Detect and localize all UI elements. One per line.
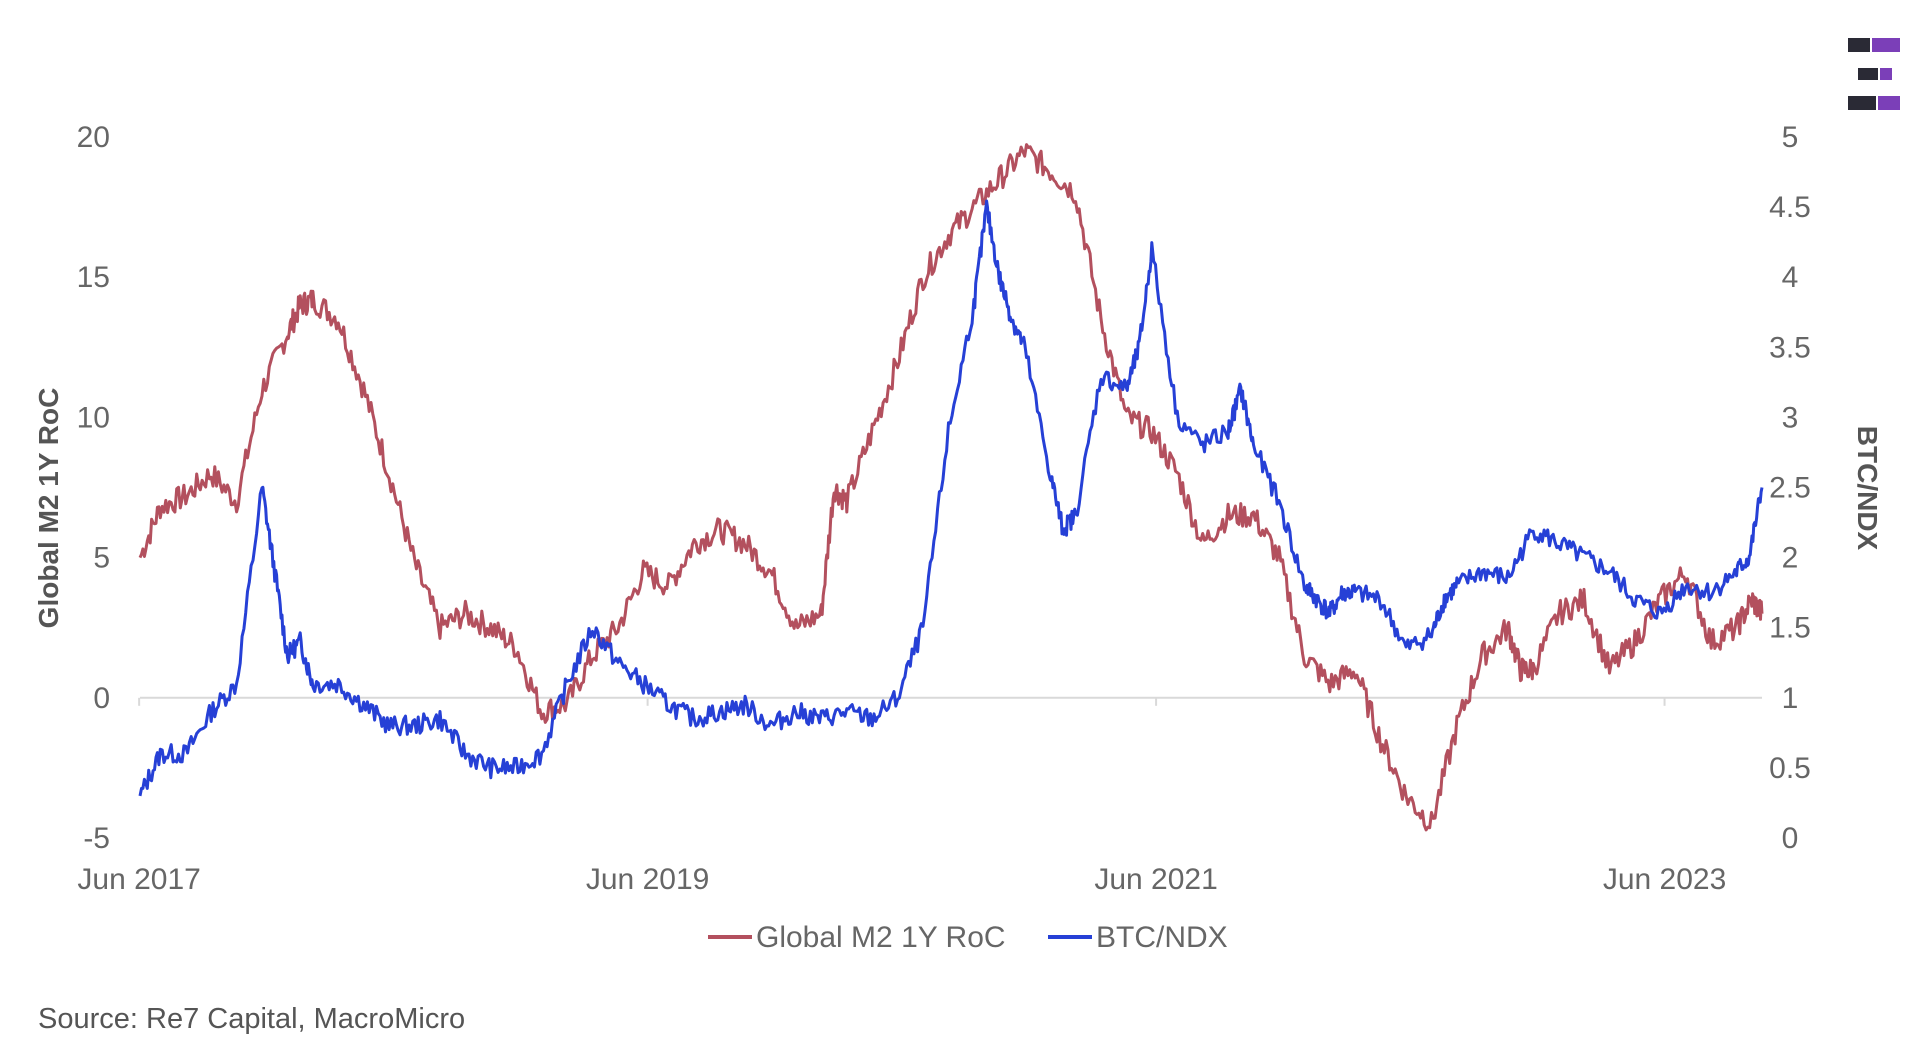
y-left-axis-ticks: -5 0 5 10 15 20 bbox=[77, 121, 110, 855]
y-right-tick-label: 2.5 bbox=[1769, 472, 1811, 505]
y-left-tick-label: 5 bbox=[93, 542, 110, 575]
logo-bar-2-purple bbox=[1880, 68, 1892, 80]
brand-logo bbox=[1848, 38, 1900, 110]
y-right-tick-label: 3.5 bbox=[1769, 331, 1811, 364]
y-right-tick-label: 1.5 bbox=[1769, 612, 1811, 645]
y-left-tick-label: 20 bbox=[77, 121, 110, 154]
logo-bar-1-dark bbox=[1848, 38, 1870, 52]
x-axis-ticks: Jun 2017 Jun 2019 Jun 2021 Jun 2023 bbox=[77, 697, 1726, 896]
y-right-tick-label: 2 bbox=[1782, 542, 1799, 575]
y-right-axis-ticks: 0 0.5 1 1.5 2 2.5 3 3.5 4 4.5 5 bbox=[1769, 121, 1811, 855]
logo-bar-1-purple bbox=[1872, 38, 1900, 52]
y-right-tick-label: 4 bbox=[1782, 261, 1799, 294]
y-left-tick-label: 0 bbox=[93, 682, 110, 715]
y-right-tick-label: 0.5 bbox=[1769, 752, 1811, 785]
y-left-tick-label: 10 bbox=[77, 401, 110, 434]
y-right-tick-label: 3 bbox=[1782, 401, 1799, 434]
y-left-tick-label: -5 bbox=[83, 822, 110, 855]
x-tick-label: Jun 2023 bbox=[1603, 863, 1726, 896]
logo-bar-3-dark bbox=[1848, 96, 1876, 110]
y-right-tick-label: 0 bbox=[1782, 822, 1799, 855]
y-right-tick-label: 4.5 bbox=[1769, 191, 1811, 224]
series-line-btc-ndx bbox=[138, 199, 1764, 797]
series-line-global-m2 bbox=[138, 143, 1764, 832]
x-tick-label: Jun 2019 bbox=[586, 863, 709, 896]
y-left-tick-label: 15 bbox=[77, 261, 110, 294]
logo-bar-2-dark bbox=[1858, 68, 1878, 80]
y-right-tick-label: 5 bbox=[1782, 121, 1799, 154]
y-right-tick-label: 1 bbox=[1782, 682, 1799, 715]
x-tick-label: Jun 2017 bbox=[77, 863, 200, 896]
legend: Global M2 1Y RoC BTC/NDX bbox=[708, 921, 1228, 954]
legend-label-global-m2: Global M2 1Y RoC bbox=[756, 921, 1006, 954]
y-left-axis-title: Global M2 1Y RoC bbox=[33, 388, 64, 629]
y-right-axis-title: BTC/NDX bbox=[1852, 426, 1883, 551]
logo-bar-3-purple bbox=[1878, 96, 1900, 110]
x-tick-label: Jun 2021 bbox=[1094, 863, 1217, 896]
legend-label-btc-ndx: BTC/NDX bbox=[1096, 921, 1228, 954]
source-note: Source: Re7 Capital, MacroMicro bbox=[38, 1003, 466, 1035]
